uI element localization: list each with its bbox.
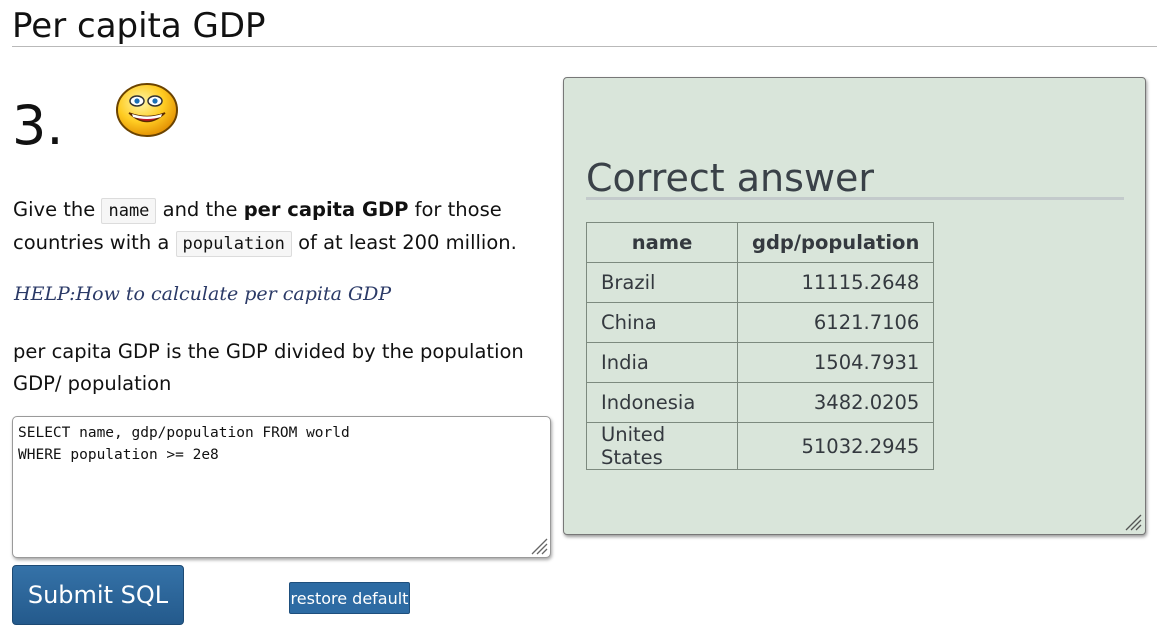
- question-text-part: for those countries with a: [13, 198, 502, 254]
- restore-default-button[interactable]: restore default: [289, 582, 410, 614]
- question-bold-phrase: per capita GDP: [243, 198, 409, 221]
- question-text-part: of at least 200 million.: [291, 231, 517, 254]
- cell-gdp-population: 6121.7106: [736, 302, 935, 343]
- result-table: name gdp/population Brazil 11115.2648 Ch…: [586, 222, 935, 470]
- cell-name: Brazil: [586, 262, 738, 303]
- cell-name: United States: [586, 422, 738, 470]
- table-row: United States 51032.2945: [586, 422, 935, 470]
- column-header-gdp-population: gdp/population: [736, 222, 935, 263]
- question-text: Give the name and the per capita GDP for…: [13, 194, 553, 260]
- submit-sql-button[interactable]: Submit SQL: [12, 565, 184, 625]
- sql-editor[interactable]: SELECT name, gdp/population FROM world W…: [12, 416, 551, 558]
- cell-name: Indonesia: [586, 382, 738, 423]
- resize-grip-icon[interactable]: [1122, 511, 1142, 531]
- answer-panel: Correct answer name gdp/population Brazi…: [563, 77, 1146, 535]
- cell-gdp-population: 3482.0205: [736, 382, 935, 423]
- smiley-face-icon: [116, 83, 178, 137]
- help-link[interactable]: HELP:How to calculate per capita GDP: [14, 283, 392, 305]
- table-row: China 6121.7106: [586, 302, 935, 343]
- cell-gdp-population: 11115.2648: [736, 262, 935, 303]
- title-divider: [12, 46, 1157, 47]
- code-name: name: [101, 198, 157, 224]
- cell-gdp-population: 1504.7931: [736, 342, 935, 383]
- table-row: India 1504.7931: [586, 342, 935, 383]
- question-number: 3.: [12, 94, 64, 157]
- cell-name: China: [586, 302, 738, 343]
- question-text-part: Give the: [13, 198, 102, 221]
- page-title: Per capita GDP: [12, 6, 266, 46]
- question-text-part: and the: [156, 198, 244, 221]
- cell-name: India: [586, 342, 738, 383]
- code-population: population: [175, 231, 292, 257]
- table-row: Brazil 11115.2648: [586, 262, 935, 303]
- table-header-row: name gdp/population: [586, 222, 935, 263]
- cell-gdp-population: 51032.2945: [736, 422, 935, 470]
- resize-grip-icon[interactable]: [528, 535, 548, 555]
- answer-heading: Correct answer: [586, 156, 875, 200]
- help-text: per capita GDP is the GDP divided by the…: [13, 340, 524, 395]
- answer-divider: [586, 197, 1124, 200]
- table-row: Indonesia 3482.0205: [586, 382, 935, 423]
- column-header-name: name: [586, 222, 738, 263]
